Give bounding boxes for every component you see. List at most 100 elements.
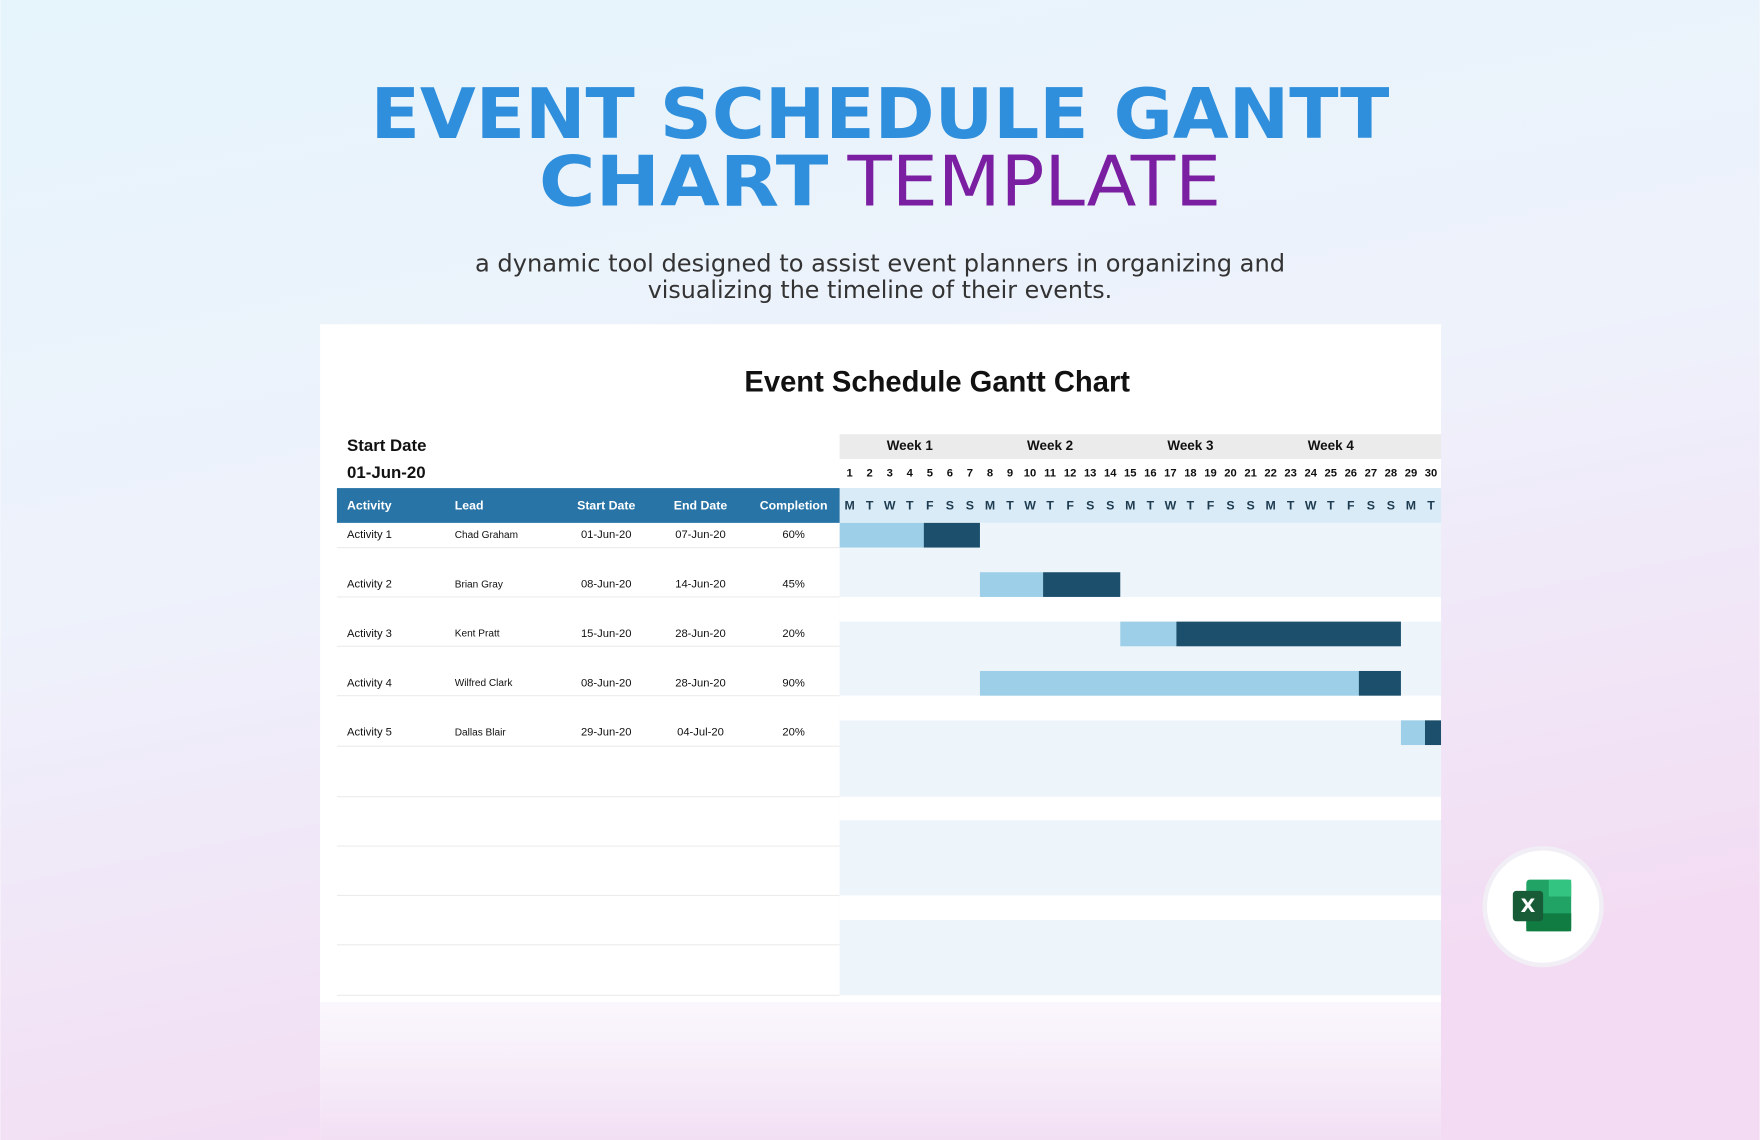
title: EVENT SCHEDULE GANTT bbox=[371, 74, 1390, 155]
cell: Chad Graham bbox=[455, 530, 518, 541]
day-label: 3 bbox=[887, 467, 893, 479]
cell: 15-Jun-20 bbox=[581, 628, 632, 640]
weekday-label: W bbox=[884, 498, 896, 512]
week-label: Week 4 bbox=[1308, 438, 1355, 453]
cell: 28-Jun-20 bbox=[675, 677, 726, 689]
day-label: 6 bbox=[947, 467, 953, 479]
weekday-label: W bbox=[1305, 498, 1317, 512]
day-label: 26 bbox=[1345, 467, 1357, 479]
column-header: Activity bbox=[347, 498, 392, 512]
weekday-label: S bbox=[946, 498, 954, 512]
day-label: 11 bbox=[1044, 467, 1056, 479]
cell: Brian Gray bbox=[455, 579, 504, 590]
bar-remaining bbox=[923, 522, 980, 548]
weekday-label: F bbox=[1347, 498, 1355, 512]
day-label: 27 bbox=[1365, 467, 1377, 479]
day-label: 13 bbox=[1084, 467, 1096, 479]
bar-remaining bbox=[1358, 670, 1401, 696]
day-label: 8 bbox=[987, 467, 993, 479]
day-label: 17 bbox=[1164, 467, 1176, 479]
cell: Kent Pratt bbox=[455, 629, 500, 640]
weekday-label: S bbox=[966, 498, 974, 512]
weekday-label: T bbox=[906, 498, 914, 512]
weekday-label: W bbox=[1165, 498, 1177, 512]
week-label: Week 2 bbox=[1027, 438, 1073, 453]
day-label: 12 bbox=[1064, 467, 1076, 479]
cell: 07-Jun-20 bbox=[675, 529, 726, 541]
cell: Dallas Blair bbox=[455, 727, 507, 738]
weekday-label: S bbox=[1246, 498, 1254, 512]
day-label: 30 bbox=[1425, 467, 1437, 479]
day-label: 29 bbox=[1405, 467, 1417, 479]
gantt-gap bbox=[839, 695, 1442, 721]
cell: 28-Jun-20 bbox=[675, 628, 726, 640]
weekday-label: T bbox=[1187, 498, 1195, 512]
weekday-label: T bbox=[1287, 498, 1295, 512]
day-label: 10 bbox=[1024, 467, 1036, 479]
start-date: 01-Jun-20 bbox=[347, 463, 426, 482]
cell: 60% bbox=[782, 529, 804, 541]
gantt-gap bbox=[839, 895, 1442, 921]
day-label: 23 bbox=[1284, 467, 1296, 479]
day-label: 7 bbox=[967, 467, 973, 479]
weekday-label: S bbox=[1106, 498, 1114, 512]
bar-remaining bbox=[1043, 572, 1121, 597]
gantt-shade bbox=[839, 522, 1442, 996]
weekday-label: T bbox=[866, 498, 874, 512]
bar-done bbox=[1400, 720, 1425, 746]
day-label: 20 bbox=[1224, 467, 1236, 479]
cell: Activity 3 bbox=[347, 628, 392, 640]
svg-text:X: X bbox=[1521, 895, 1536, 917]
day-label: 15 bbox=[1124, 467, 1136, 479]
bar-done bbox=[839, 522, 924, 548]
weekday-label: S bbox=[1086, 498, 1094, 512]
cell: 20% bbox=[782, 628, 804, 640]
column-header: Lead bbox=[455, 498, 484, 512]
cell: 08-Jun-20 bbox=[581, 677, 632, 689]
weekday-label: F bbox=[1207, 498, 1215, 512]
day-label: 4 bbox=[907, 467, 914, 479]
weekday-label: T bbox=[1327, 498, 1335, 512]
weekday-label: M bbox=[1406, 498, 1416, 512]
cell: Activity 4 bbox=[347, 677, 392, 689]
weekday-label: T bbox=[1427, 498, 1435, 512]
subtitle: a dynamic tool designed to assist event … bbox=[475, 249, 1285, 277]
day-label: 16 bbox=[1144, 467, 1156, 479]
cell: 20% bbox=[782, 727, 804, 739]
cell: Wilfred Clark bbox=[455, 678, 514, 689]
bar-done bbox=[979, 572, 1044, 597]
bar-remaining bbox=[1424, 720, 1442, 746]
cell: 29-Jun-20 bbox=[581, 727, 632, 739]
row-lines bbox=[336, 546, 840, 996]
day-label: 2 bbox=[867, 467, 873, 479]
weekday-label: S bbox=[1226, 498, 1234, 512]
week-label: Week 3 bbox=[1167, 438, 1213, 453]
excel-badge: X bbox=[1482, 846, 1604, 968]
cell: Activity 2 bbox=[347, 579, 392, 591]
start-date-label: Start Date bbox=[347, 436, 427, 455]
weekday-label: S bbox=[1367, 498, 1375, 512]
cell: 04-Jul-20 bbox=[677, 727, 724, 739]
day-label: 28 bbox=[1385, 467, 1397, 479]
day-label: 25 bbox=[1325, 467, 1337, 479]
gantt-background bbox=[839, 522, 1442, 996]
weekday-label: S bbox=[1387, 498, 1395, 512]
day-label: 22 bbox=[1264, 467, 1276, 479]
cell: 45% bbox=[782, 579, 804, 591]
weekday-label: T bbox=[1147, 498, 1155, 512]
weekday-band bbox=[839, 488, 1442, 523]
column-header: Completion bbox=[760, 498, 828, 512]
cell: Activity 1 bbox=[347, 529, 392, 541]
bar-done bbox=[979, 670, 1359, 696]
weekday-label: M bbox=[1265, 498, 1275, 512]
bar-remaining bbox=[1176, 621, 1401, 647]
gantt-bars bbox=[839, 522, 1442, 746]
column-header: Start Date bbox=[577, 498, 635, 512]
sheet-title: Event Schedule Gantt Chart bbox=[744, 366, 1130, 398]
weekday-label: M bbox=[985, 498, 995, 512]
weekday-label: F bbox=[1066, 498, 1074, 512]
cell: 90% bbox=[782, 677, 804, 689]
day-label: 5 bbox=[927, 467, 933, 479]
